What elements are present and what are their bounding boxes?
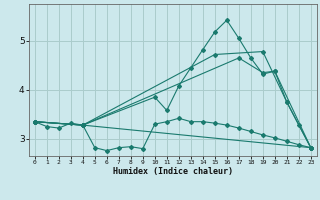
X-axis label: Humidex (Indice chaleur): Humidex (Indice chaleur) — [113, 167, 233, 176]
